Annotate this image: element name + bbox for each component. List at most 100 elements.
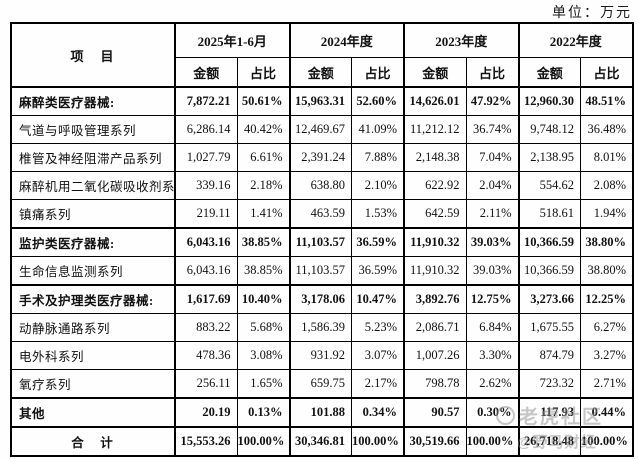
- amount-cell: 10,366.59: [517, 227, 582, 257]
- ratio-cell: 39.03%: [465, 227, 520, 257]
- ratio-cell: 3.08%: [236, 341, 290, 370]
- col-header-amount: 金额: [288, 57, 352, 88]
- ratio-cell: 2.62%: [465, 369, 520, 399]
- ratio-cell: 6.61%: [236, 143, 290, 172]
- amount-cell: 6,286.14: [174, 115, 238, 144]
- amount-cell: 883.22: [174, 313, 238, 342]
- table-row: 手术及护理类医疗器械: 1,617.69 10.40% 3,178.06 10.47% 3…: [10, 284, 634, 314]
- ratio-cell: 5.68%: [236, 313, 290, 342]
- row-item-label: 椎管及神经阻滞产品系列: [10, 143, 176, 172]
- ratio-cell: 2.71%: [580, 369, 634, 399]
- ratio-cell: 3.07%: [351, 341, 405, 370]
- ratio-cell: 50.61%: [236, 86, 290, 116]
- table-row: 动静脉通路系列 883.22 5.68% 1,586.39 5.23% 2,086.71 6…: [10, 313, 634, 342]
- row-item-label: 电外科系列: [10, 341, 176, 370]
- row-item-label: 麻醉机用二氧化碳吸收剂系列: [10, 171, 176, 200]
- table-row: 电外科系列 478.36 3.08% 931.92 3.07% 1,007.26 3.30%…: [10, 341, 634, 370]
- ratio-cell: 6.27%: [580, 313, 634, 342]
- revenue-breakdown-table: 项 目 2025年1-6月 2024年度 2023年度 2022年度 金额 占比…: [10, 22, 635, 457]
- amount-cell: 30,519.66: [403, 426, 467, 457]
- ratio-cell: 36.74%: [465, 115, 520, 144]
- ratio-cell: 0.44%: [580, 397, 634, 428]
- ratio-cell: 2.04%: [465, 171, 520, 200]
- ratio-cell: 12.75%: [465, 284, 520, 314]
- amount-cell: 659.75: [288, 369, 352, 399]
- ratio-cell: 40.42%: [236, 115, 290, 144]
- amount-cell: 1,027.79: [174, 143, 238, 172]
- amount-cell: 3,178.06: [288, 284, 352, 314]
- amount-cell: 90.57: [403, 397, 467, 428]
- ratio-cell: 3.27%: [580, 341, 634, 370]
- row-item-label: 动静脉通路系列: [10, 313, 176, 342]
- ratio-cell: 48.51%: [580, 86, 634, 116]
- amount-cell: 15,963.31: [288, 86, 352, 116]
- amount-cell: 11,103.57: [288, 256, 352, 286]
- period-header-row: 项 目 2025年1-6月 2024年度 2023年度 2022年度: [10, 22, 634, 88]
- amount-cell: 2,391.24: [288, 143, 352, 172]
- amount-cell: 256.11: [174, 369, 238, 399]
- ratio-cell: 6.84%: [465, 313, 520, 342]
- col-header-amount: 金额: [517, 57, 582, 88]
- amount-cell: 12,469.67: [288, 115, 352, 144]
- ratio-cell: 0.13%: [236, 397, 290, 428]
- row-item-label: 麻醉类医疗器械:: [10, 86, 176, 116]
- amount-cell: 642.59: [403, 199, 467, 229]
- amount-cell: 7,872.21: [174, 86, 238, 116]
- row-item-label: 气道与呼吸管理系列: [10, 115, 176, 144]
- table-row: 生命信息监测系列 6,043.16 38.85% 11,103.57 36.59% 11,…: [10, 256, 634, 286]
- col-header-ratio: 占比: [580, 57, 634, 88]
- ratio-cell: 10.40%: [236, 284, 290, 314]
- ratio-cell: 10.47%: [351, 284, 405, 314]
- ratio-cell: 2.10%: [351, 171, 405, 200]
- col-header-period-2024: 2024年度: [288, 22, 405, 58]
- amount-cell: 874.79: [517, 341, 582, 370]
- amount-cell: 12,960.30: [517, 86, 582, 116]
- amount-cell: 101.88: [288, 397, 352, 428]
- amount-cell: 622.92: [403, 171, 467, 200]
- amount-cell: 1,617.69: [174, 284, 238, 314]
- col-header-ratio: 占比: [236, 57, 290, 88]
- col-header-amount: 金额: [174, 57, 238, 88]
- ratio-cell: 0.30%: [465, 397, 520, 428]
- row-item-label: 其他: [10, 397, 176, 428]
- row-item-label: 镇痛系列: [10, 199, 176, 229]
- table-row: 椎管及神经阻滞产品系列 1,027.79 6.61% 2,391.24 7.88% 2,1…: [10, 143, 634, 172]
- col-header-ratio: 占比: [465, 57, 520, 88]
- row-item-label: 监护类医疗器械:: [10, 227, 176, 257]
- amount-cell: 2,086.71: [403, 313, 467, 342]
- amount-cell: 339.16: [174, 171, 238, 200]
- amount-cell: 518.61: [517, 199, 582, 229]
- amount-cell: 11,910.32: [403, 256, 467, 286]
- amount-cell: 723.32: [517, 369, 582, 399]
- col-header-ratio: 占比: [351, 57, 405, 88]
- amount-cell: 463.59: [288, 199, 352, 229]
- table-row: 气道与呼吸管理系列 6,286.14 40.42% 12,469.67 41.09% 11…: [10, 115, 634, 144]
- ratio-cell: 41.09%: [351, 115, 405, 144]
- amount-cell: 11,212.12: [403, 115, 467, 144]
- ratio-cell: 52.60%: [351, 86, 405, 116]
- amount-cell: 20.19: [174, 397, 238, 428]
- row-item-label: 合 计: [10, 426, 176, 457]
- ratio-cell: 38.85%: [236, 256, 290, 286]
- amount-cell: 219.11: [174, 199, 238, 229]
- ratio-cell: 1.53%: [351, 199, 405, 229]
- amount-cell: 638.80: [288, 171, 352, 200]
- col-header-period-2023: 2023年度: [403, 22, 520, 58]
- ratio-cell: 2.08%: [580, 171, 634, 200]
- ratio-cell: 12.25%: [580, 284, 634, 314]
- amount-cell: 2,138.95: [517, 143, 582, 172]
- ratio-cell: 39.03%: [465, 256, 520, 286]
- ratio-cell: 1.94%: [580, 199, 634, 229]
- amount-cell: 1,007.26: [403, 341, 467, 370]
- ratio-cell: 1.41%: [236, 199, 290, 229]
- table-row: 麻醉类医疗器械: 7,872.21 50.61% 15,963.31 52.60% 14,…: [10, 86, 634, 116]
- col-header-item: 项 目: [10, 22, 176, 88]
- amount-cell: 798.78: [403, 369, 467, 399]
- table-row: 监护类医疗器械: 6,043.16 38.85% 11,103.57 36.59% 11,…: [10, 227, 634, 257]
- amount-cell: 6,043.16: [174, 256, 238, 286]
- ratio-cell: 2.18%: [236, 171, 290, 200]
- amount-cell: 1,586.39: [288, 313, 352, 342]
- ratio-cell: 7.88%: [351, 143, 405, 172]
- col-header-period-2022: 2022年度: [517, 22, 634, 58]
- ratio-cell: 38.80%: [580, 256, 634, 286]
